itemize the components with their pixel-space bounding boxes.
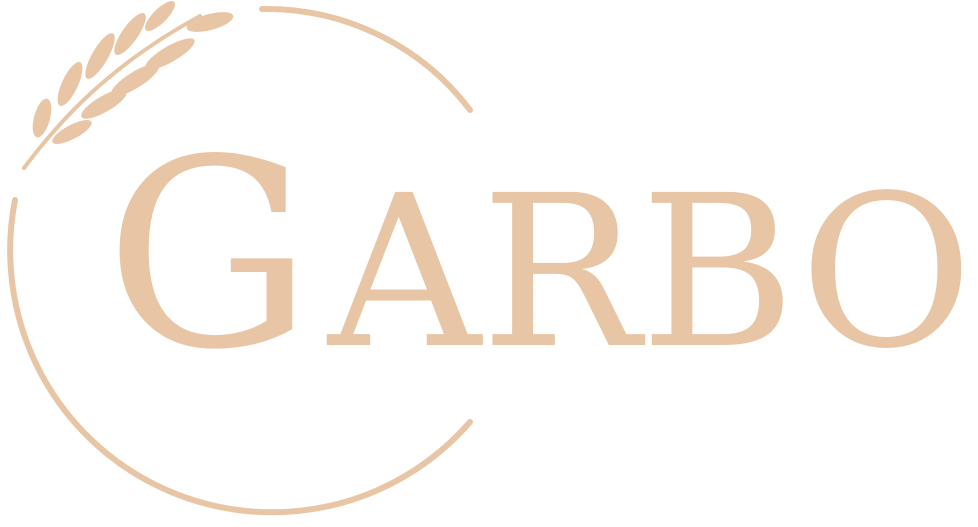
wordmark-g: G [105,105,313,407]
wheat-sprig-icon [22,1,234,170]
ring-icon [7,5,473,516]
wordmark-rest: ARBO [326,150,973,395]
